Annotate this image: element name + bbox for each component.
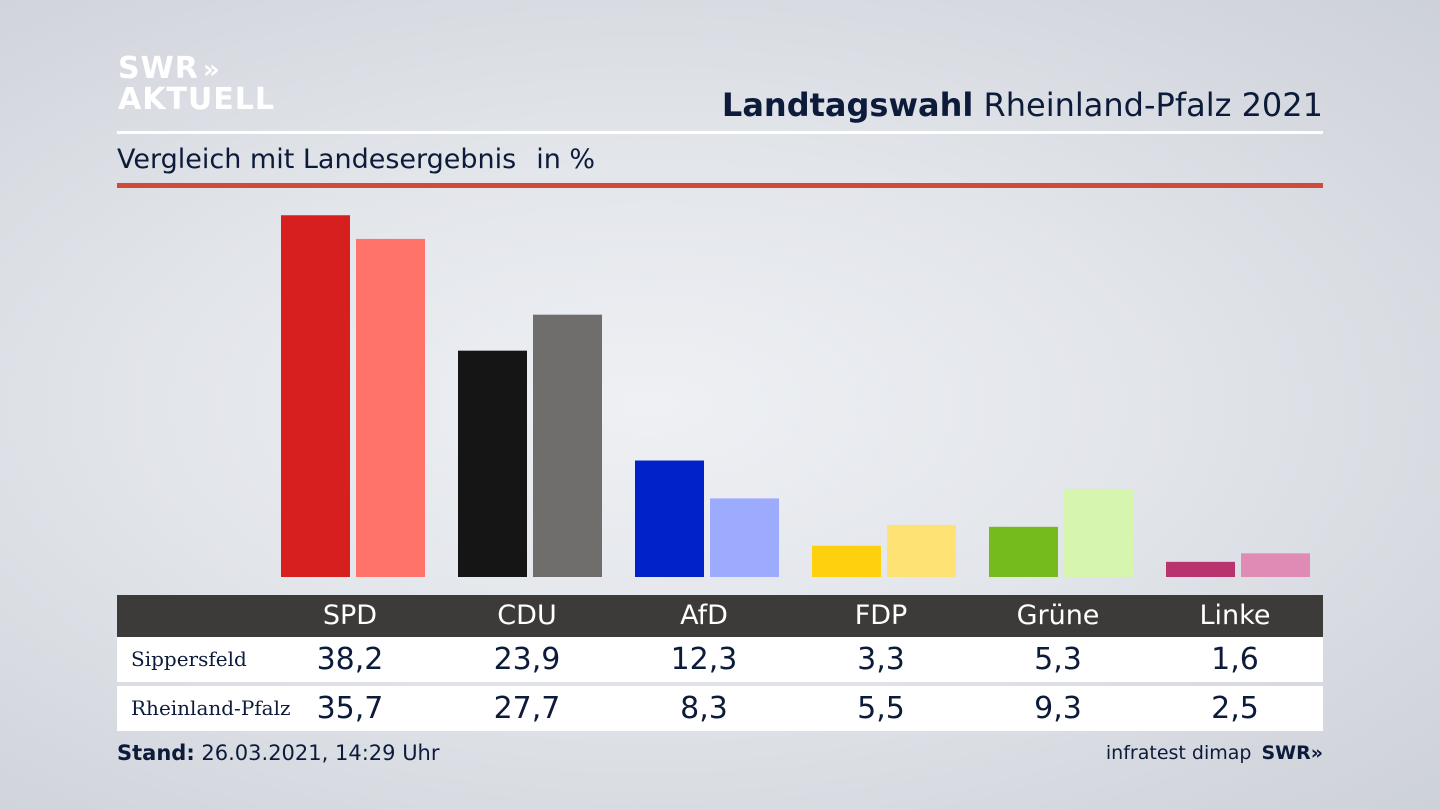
logo-line2: AKTUELL [118, 82, 276, 117]
subtitle-text: Vergleich mit Landesergebnis [117, 144, 517, 175]
bar-linke-local [1166, 561, 1235, 577]
results-table: SPD CDU AfD FDP Grüne Linke Sippersfeld 38,2 2… [117, 595, 1323, 731]
table-row: Rheinland-Pfalz 35,7 27,7 8,3 5,5 9,3 2,5 [117, 686, 1323, 731]
column-header: CDU [497, 600, 557, 631]
header-divider [117, 131, 1323, 134]
source-credit: infratest dimap SWR» [1106, 742, 1323, 764]
stand-value: 26.03.2021, 14:29 Uhr [201, 741, 440, 765]
source-name: infratest dimap [1105, 742, 1252, 764]
swr-aktuell-logo: SWR» AKTUELL [118, 54, 275, 115]
timestamp: Stand: 26.03.2021, 14:29 Uhr [117, 741, 440, 765]
column-header: FDP [854, 600, 908, 631]
logo-line1: SWR [118, 51, 199, 86]
column-header: Grüne [1016, 600, 1100, 631]
table-cell: 1,6 [1211, 642, 1259, 677]
bar-fdp-local [812, 545, 881, 577]
bar-linke-state [1241, 553, 1310, 577]
bar-spd-local [281, 215, 350, 577]
title-bold: Landtagswahl [721, 86, 974, 124]
column-header: Linke [1199, 600, 1271, 631]
logo-chevrons-icon: » [202, 55, 221, 85]
bar-afd-state [710, 498, 779, 577]
table-cell: 2,5 [1211, 691, 1259, 726]
table-cell: 5,3 [1034, 642, 1082, 677]
chart-subtitle: Vergleich mit Landesergebnis in % [117, 144, 595, 175]
table-cell: 12,3 [670, 642, 738, 677]
bar-afd-local [635, 460, 704, 577]
page-title: Landtagswahl Rheinland-Pfalz 2021 [722, 86, 1323, 124]
table-cell: 5,5 [857, 691, 905, 726]
table-cell: 23,9 [493, 642, 561, 677]
accent-rule [117, 183, 1323, 188]
column-header: SPD [322, 600, 378, 631]
table-cell: 9,3 [1034, 691, 1082, 726]
bar-fdp-state [887, 524, 956, 577]
table-cell: 8,3 [680, 691, 728, 726]
column-header: AfD [680, 600, 728, 631]
title-rest: Rheinland-Pfalz 2021 [983, 86, 1323, 124]
stand-label: Stand: [117, 741, 195, 765]
table-cell: 38,2 [316, 642, 384, 677]
table-cell: 3,3 [857, 642, 905, 677]
bar-spd-state [356, 238, 425, 577]
subtitle-unit: in % [536, 144, 596, 175]
bar-grne-state [1064, 488, 1133, 577]
bar-grne-local [989, 526, 1058, 577]
table-header-row: SPD CDU AfD FDP Grüne Linke [117, 595, 1323, 637]
bar-cdu-state [533, 314, 602, 577]
table-cell: 27,7 [493, 691, 561, 726]
source-brand: SWR» [1261, 742, 1323, 764]
table-row: Sippersfeld 38,2 23,9 12,3 3,3 5,3 1,6 [117, 637, 1323, 682]
row-label: Rheinland-Pfalz [131, 696, 291, 720]
bar-cdu-local [458, 350, 527, 577]
table-cell: 35,7 [316, 691, 384, 726]
bar-chart [281, 215, 1310, 577]
row-label: Sippersfeld [131, 647, 247, 671]
